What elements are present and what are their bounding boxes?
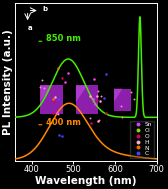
Text: a: a [28,25,32,31]
FancyBboxPatch shape [76,85,98,114]
Text: 850 nm: 850 nm [46,34,81,43]
Text: 400 nm: 400 nm [46,118,81,127]
Legend: Sn, Cl, O, H, N, C: Sn, Cl, O, H, N, C [130,121,154,158]
FancyBboxPatch shape [40,85,63,114]
X-axis label: Wavelength (nm): Wavelength (nm) [35,176,136,186]
Polygon shape [114,88,123,102]
FancyBboxPatch shape [114,88,131,111]
Polygon shape [76,85,87,102]
Polygon shape [40,85,52,102]
Text: b: b [43,6,48,12]
Y-axis label: PL Intensity (a.u.): PL Intensity (a.u.) [4,29,13,135]
